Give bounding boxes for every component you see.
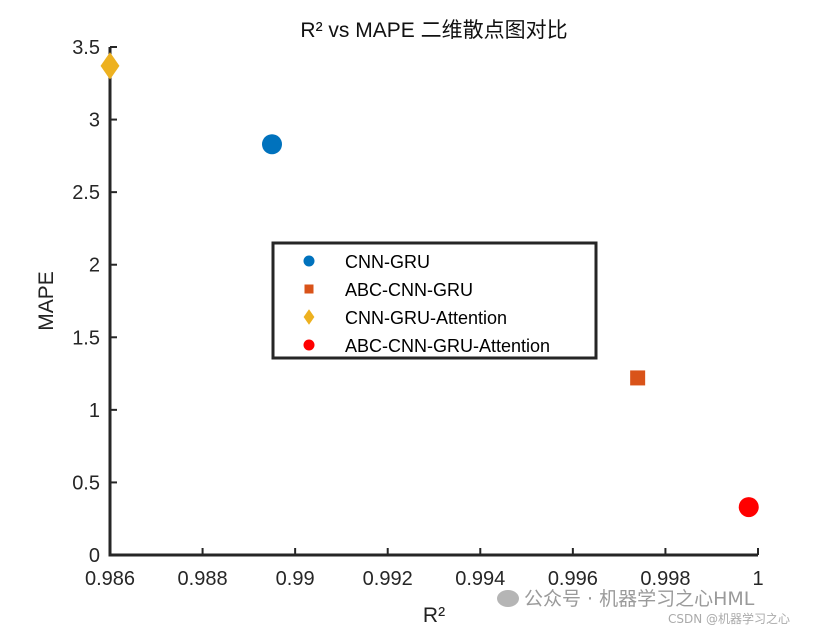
y-axis-label: MAPE <box>35 271 58 331</box>
axes <box>108 47 758 557</box>
x-tick-label: 0.998 <box>640 568 690 590</box>
x-axis-label: R² <box>423 604 445 627</box>
chart-title: R² vs MAPE 二维散点图对比 <box>300 19 567 42</box>
x-tick-label: 0.988 <box>178 568 228 590</box>
legend-label: ABC-CNN-GRU <box>345 280 473 300</box>
wechat-icon <box>497 590 519 607</box>
data-point <box>630 370 646 386</box>
y-tick-label: 2.5 <box>72 182 100 204</box>
x-tick-label: 0.992 <box>363 568 413 590</box>
legend-marker <box>303 339 315 351</box>
x-tick-label: 1 <box>752 568 763 590</box>
y-tick-label: 0 <box>89 545 100 567</box>
y-tick-label: 3 <box>89 110 100 132</box>
legend-label: CNN-GRU <box>345 252 430 272</box>
y-axis-ticks: 0 0.5 1 1.5 2 2.5 3 3.5 <box>72 37 117 567</box>
y-tick-label: 1.5 <box>72 327 100 349</box>
legend-marker <box>304 284 314 294</box>
legend-marker <box>303 255 315 267</box>
watermark-text: 公众号 · 机器学习之心HML <box>524 588 755 610</box>
y-tick-label: 1 <box>89 400 100 422</box>
data-point <box>738 497 759 518</box>
data-point <box>100 52 120 80</box>
data-point <box>262 134 282 155</box>
legend: CNN-GRU ABC-CNN-GRU CNN-GRU-Attention ABC-C… <box>271 241 598 360</box>
x-tick-label: 0.986 <box>85 568 135 590</box>
legend-box <box>271 241 598 360</box>
watermark: 公众号 · 机器学习之心HML <box>497 584 754 611</box>
data-markers <box>100 52 759 518</box>
y-tick-label: 3.5 <box>72 37 100 59</box>
x-axis-ticks: 0.986 0.988 0.99 0.992 0.994 0.996 0.998 1 <box>85 548 764 590</box>
y-tick-label: 2 <box>89 255 100 277</box>
y-tick-label: 0.5 <box>72 472 100 494</box>
legend-marker <box>303 309 315 325</box>
x-tick-label: 0.994 <box>455 568 505 590</box>
watermark-small: CSDN @机器学习之心 <box>668 612 791 626</box>
legend-label: CNN-GRU-Attention <box>345 308 507 328</box>
legend-label: ABC-CNN-GRU-Attention <box>345 336 550 356</box>
x-tick-label: 0.996 <box>548 568 598 590</box>
x-tick-label: 0.99 <box>276 568 315 590</box>
